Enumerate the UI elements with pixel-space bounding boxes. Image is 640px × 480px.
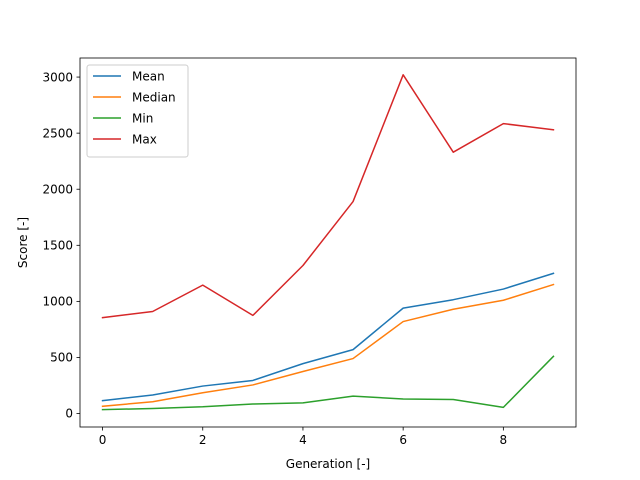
legend-label-mean: Mean: [132, 69, 165, 83]
y-tick-label: 0: [65, 407, 73, 421]
series-line-median: [101, 283, 555, 408]
y-axis-ticks: 0 500 1000 1500 2000 2500 3000: [42, 70, 80, 421]
legend: Mean Median Min Max: [86, 64, 189, 158]
x-axis-ticks: 0 2 4 6 8: [99, 427, 507, 447]
legend-label-min: Min: [132, 111, 153, 125]
y-tick-label: 3000: [42, 70, 73, 84]
y-tick-label: 2000: [42, 182, 73, 196]
legend-label-max: Max: [132, 132, 157, 146]
y-tick-label: 500: [50, 351, 73, 365]
y-tick-label: 1000: [42, 295, 73, 309]
legend-frame: [86, 64, 189, 158]
y-axis-label: Score [-]: [16, 217, 30, 268]
series-line-mean: [101, 272, 555, 402]
x-tick-label: 0: [99, 433, 107, 447]
y-tick-label: 1500: [42, 239, 73, 253]
series-line-max: [101, 74, 555, 319]
series-layer: [101, 74, 555, 411]
plot-frame: [79, 57, 577, 428]
legend-label-median: Median: [132, 90, 176, 104]
x-tick-label: 4: [299, 433, 307, 447]
x-axis-label: Generation [-]: [286, 457, 370, 471]
x-tick-label: 6: [399, 433, 407, 447]
y-tick-label: 2500: [42, 126, 73, 140]
x-tick-label: 8: [500, 433, 508, 447]
x-tick-label: 2: [199, 433, 207, 447]
series-line-min: [101, 355, 555, 411]
